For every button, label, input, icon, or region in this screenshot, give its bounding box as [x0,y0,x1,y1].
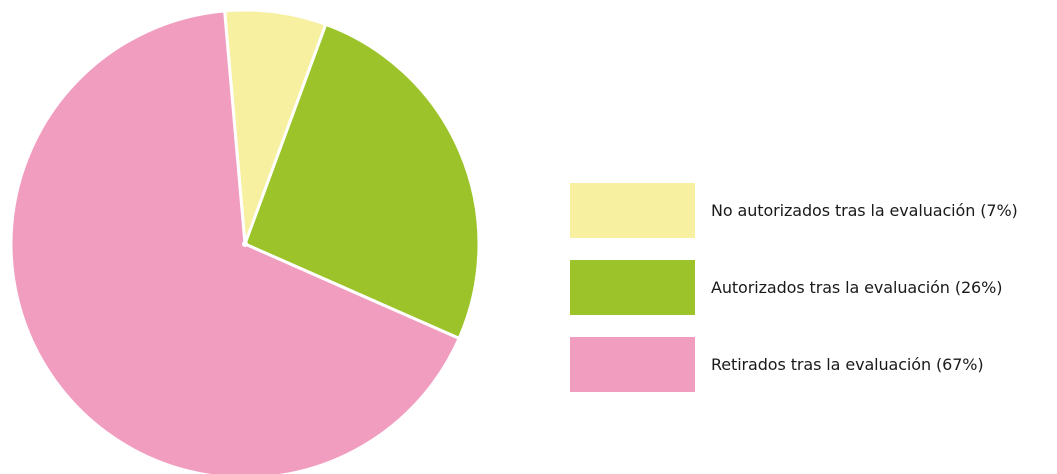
legend-swatch [570,337,695,392]
legend-item: Retirados tras la evaluación (67%) [570,337,1057,392]
pie-slices [9,8,481,474]
pie-slice-autorizados [243,22,481,340]
legend-item: Autorizados tras la evaluación (26%) [570,260,1057,315]
legend-swatch [570,183,695,238]
legend-label: No autorizados tras la evaluación (7%) [711,201,1018,220]
legend-label: Autorizados tras la evaluación (26%) [711,278,1003,297]
pie-slice-retirados [9,9,461,474]
legend-swatch [570,260,695,315]
legend-label: Retirados tras la evaluación (67%) [711,355,984,374]
pie-slice-no-autorizados [223,8,328,246]
legend: No autorizados tras la evaluación (7%) A… [570,183,1057,414]
legend-item: No autorizados tras la evaluación (7%) [570,183,1057,238]
pie-center-dot [242,241,248,247]
